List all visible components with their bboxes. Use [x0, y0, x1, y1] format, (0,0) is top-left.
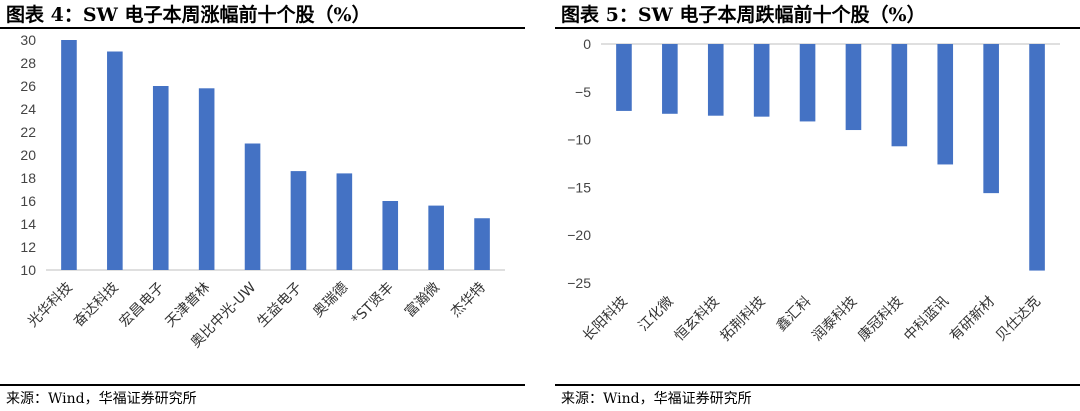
- x-tick-label: 光华科技: [25, 280, 76, 331]
- x-tick-label: 中科蓝讯: [901, 294, 952, 345]
- y-tick-label: 0: [583, 36, 591, 52]
- x-tick-label: 江化微: [636, 294, 677, 335]
- bar: [983, 44, 999, 194]
- x-tick-label: 润泰科技: [809, 294, 860, 345]
- x-tick-label: 康冠科技: [855, 293, 907, 345]
- bar: [107, 51, 123, 270]
- bar: [707, 44, 724, 116]
- bar: [244, 143, 261, 270]
- bar: [382, 201, 399, 270]
- bar: [891, 44, 908, 147]
- bar: [336, 173, 353, 270]
- title-rule: [555, 27, 1080, 29]
- bar-chart-gainers: 1012141618202224262830光华科技奋达科技宏昌电子天津普林奥比…: [20, 32, 505, 351]
- chart-title: 图表 5：SW 电子本周跌幅前十个股（%）: [561, 4, 926, 26]
- bar: [799, 44, 816, 122]
- x-tick-label: 长阳科技: [580, 294, 631, 345]
- x-tick-label: 鑫汇科: [773, 293, 815, 335]
- source-note: 来源：Wind，华福证券研究所: [561, 391, 752, 407]
- bar: [61, 40, 77, 270]
- bar: [937, 44, 954, 165]
- x-tick-label: 恒玄科技: [671, 293, 723, 345]
- bar: [662, 44, 678, 114]
- y-tick-label: 24: [20, 101, 36, 117]
- y-tick-label: −5: [575, 84, 591, 100]
- x-tick-label: 贝仕达克: [993, 294, 1044, 345]
- y-tick-label: 10: [20, 262, 36, 278]
- bar: [474, 218, 490, 270]
- bar: [198, 88, 215, 270]
- bar: [616, 44, 632, 111]
- y-tick-label: 18: [20, 170, 36, 186]
- bar: [290, 171, 307, 270]
- y-tick-label: 30: [20, 32, 36, 48]
- chart-title: 图表 4：SW 电子本周涨幅前十个股（%）: [6, 4, 371, 26]
- y-tick-label: 26: [20, 78, 36, 94]
- chart-panel-top-gainers: 图表 4：SW 电子本周涨幅前十个股（%） 10 12 14 16 18 20 22 24 26…: [0, 0, 525, 411]
- chart-panel-top-losers: 图表 5：SW 电子本周跌幅前十个股（%） 0 −5 −10 −15 −20 −25 长阳科…: [555, 0, 1080, 411]
- source-note: 来源：Wind，华福证券研究所: [6, 391, 197, 407]
- y-tick-label: 22: [20, 124, 36, 140]
- bar: [845, 44, 862, 131]
- bar: [753, 44, 770, 117]
- x-tick-label: 有研新材: [947, 294, 998, 345]
- bar: [152, 86, 169, 270]
- y-tick-label: 28: [20, 55, 36, 71]
- x-tick-label: 杰华特: [448, 280, 489, 321]
- title-rule: [0, 27, 525, 29]
- y-tick-label: 12: [20, 239, 36, 255]
- y-tick-label: −20: [567, 227, 591, 243]
- bar: [428, 205, 444, 270]
- source-rule: [555, 384, 1080, 386]
- bar: [1029, 44, 1045, 271]
- y-tick-label: −25: [567, 275, 591, 291]
- y-tick-label: −10: [567, 132, 591, 148]
- x-tick-label: 生益电子: [254, 280, 305, 331]
- x-tick-label: *ST贤丰: [349, 280, 397, 328]
- x-tick-label: 拓荆科技: [718, 294, 769, 345]
- y-tick-label: 14: [20, 216, 36, 232]
- x-tick-label: 富瀚微: [401, 279, 443, 321]
- y-tick-label: 16: [20, 193, 36, 209]
- x-tick-label: 奋达科技: [71, 280, 122, 331]
- x-tick-label: 奥瑞德: [309, 279, 351, 321]
- y-tick-label: 20: [20, 147, 36, 163]
- y-tick-label: −15: [567, 179, 591, 195]
- source-rule: [0, 384, 525, 386]
- x-tick-label: 宏昌电子: [117, 280, 168, 331]
